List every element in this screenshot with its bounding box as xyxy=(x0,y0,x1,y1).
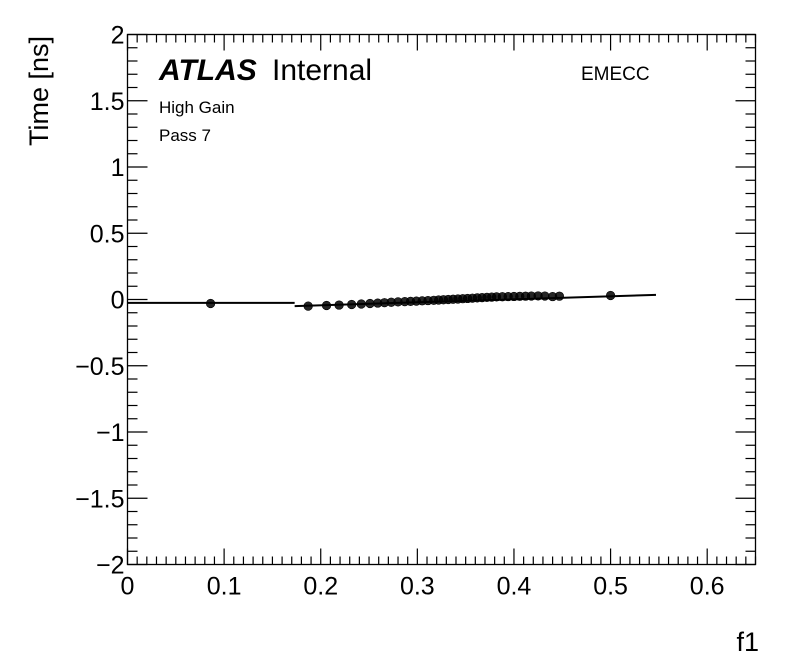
y-tick-label: −0.5 xyxy=(75,353,124,381)
data-point xyxy=(356,299,366,309)
y-tick-label: 2 xyxy=(111,22,125,50)
y-tick-label: 1.5 xyxy=(90,88,125,116)
data-point xyxy=(334,300,344,310)
axis-ticks xyxy=(126,33,757,566)
data-points xyxy=(205,290,616,311)
data-point xyxy=(347,299,357,310)
gain-label: High Gain xyxy=(159,98,235,117)
x-tick-label: 0.4 xyxy=(497,573,532,601)
atlas-label: ATLAS xyxy=(158,54,257,87)
pass-label: Pass 7 xyxy=(159,126,211,145)
x-tick-label: 0.3 xyxy=(400,573,435,601)
y-tick-label: 0 xyxy=(111,287,125,315)
y-tick-label: −2 xyxy=(96,552,125,580)
data-point xyxy=(540,291,550,301)
y-tick-label: −1 xyxy=(96,419,125,447)
data-point xyxy=(605,290,616,301)
axis-tick-labels: 0 0.1 0.2 0.3 0.4 0.5 0.6 −2 −1.5 −1 −0.5 0 0.5 1 1.5 2 xyxy=(75,22,724,601)
x-tick-label: 0 xyxy=(121,573,135,601)
data-point xyxy=(205,298,216,309)
region-label: EMECC xyxy=(581,64,650,85)
x-tick-label: 0.1 xyxy=(207,573,242,601)
x-axis-title: f1 xyxy=(736,627,759,657)
data-point xyxy=(303,301,313,311)
data-point xyxy=(365,298,375,309)
internal-label: Internal xyxy=(272,54,372,87)
y-axis-title: Time [ns] xyxy=(24,36,54,146)
x-tick-label: 0.5 xyxy=(593,573,628,601)
data-point xyxy=(321,300,332,311)
plot-frame xyxy=(126,33,757,566)
y-tick-label: −1.5 xyxy=(75,485,124,513)
data-point xyxy=(554,291,564,301)
x-tick-label: 0.6 xyxy=(690,573,725,601)
y-tick-label: 1 xyxy=(111,154,125,182)
y-tick-label: 0.5 xyxy=(90,220,125,248)
x-tick-label: 0.2 xyxy=(303,573,338,601)
